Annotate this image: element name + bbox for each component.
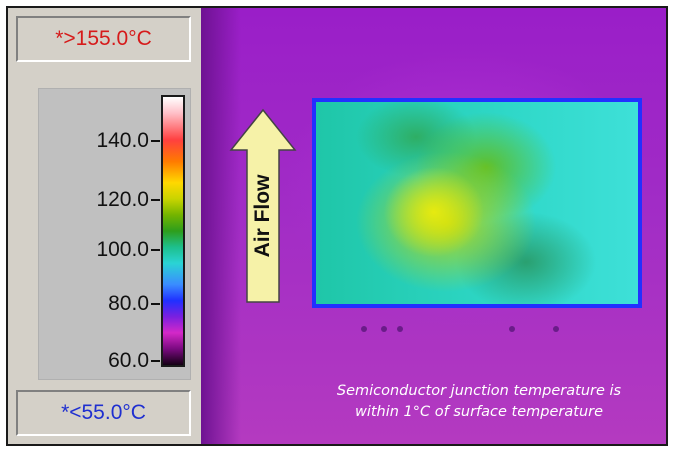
caption-line-1: Semiconductor junction temperature is: [336, 383, 622, 399]
image-caption: Semiconductor junction temperature is wi…: [309, 381, 649, 423]
tick-label-120: 120.0: [96, 188, 149, 211]
tick-label-140: 140.0: [96, 129, 149, 152]
min-temperature-readout: *<55.0°C: [16, 390, 191, 436]
thermal-image: Air Flow Semiconductor junction temperat…: [201, 8, 666, 444]
caption-line-2: within 1°C of surface temperature: [354, 404, 604, 420]
probe-dot: [553, 326, 559, 332]
color-scale-bar: [161, 95, 185, 367]
tick-mark-80: [151, 303, 160, 305]
color-scale-box: 140.0 120.0 100.0 80.0 60.0: [38, 88, 191, 380]
tick-mark-140: [151, 140, 160, 142]
tick-mark-60: [151, 360, 160, 362]
probe-dot: [397, 326, 403, 332]
probe-dot: [361, 326, 367, 332]
tick-mark-100: [151, 249, 160, 251]
air-flow-label: Air Flow: [251, 174, 274, 258]
tick-mark-120: [151, 199, 160, 201]
tick-label-80: 80.0: [108, 292, 149, 315]
air-flow-arrow: Air Flow: [229, 108, 297, 304]
circuit-board-heatmap: [312, 98, 642, 308]
temperature-scale-panel: *>155.0°C 140.0 120.0 100.0 80.0 60.0 *<…: [8, 8, 201, 444]
tick-label-60: 60.0: [108, 349, 149, 372]
up-arrow-icon: [229, 108, 297, 303]
probe-dot: [509, 326, 515, 332]
thermal-shading: [201, 8, 241, 444]
max-temperature-readout: *>155.0°C: [16, 16, 191, 62]
probe-dot: [381, 326, 387, 332]
tick-label-100: 100.0: [96, 238, 149, 261]
thermal-image-frame: *>155.0°C 140.0 120.0 100.0 80.0 60.0 *<…: [6, 6, 668, 446]
